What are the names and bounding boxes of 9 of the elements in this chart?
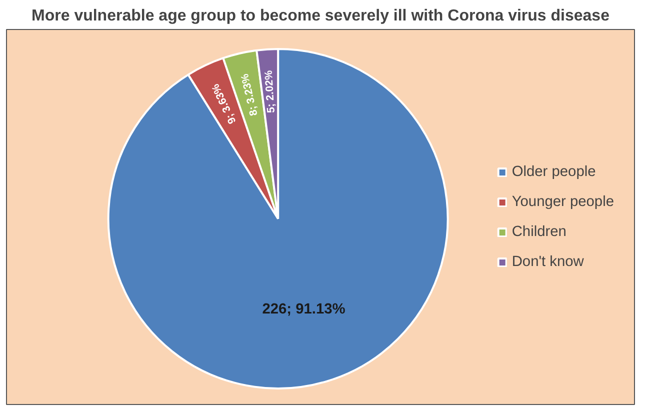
legend-label: Children [512,224,566,240]
legend-label: Younger people [512,194,614,210]
data-label: 8; 3.23% [238,72,260,117]
legend-label: Don't know [512,254,584,270]
data-label: 226; 91.13% [262,302,346,318]
legend-label: Older people [512,164,596,180]
chart-title: More vulnerable age group to become severely ill with Corona virus disease [32,8,610,24]
data-label: 5; 2.02% [262,69,278,114]
data-label: 9; 3.63% [209,81,239,126]
